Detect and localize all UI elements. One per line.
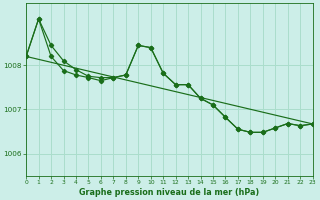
X-axis label: Graphe pression niveau de la mer (hPa): Graphe pression niveau de la mer (hPa) [79,188,260,197]
